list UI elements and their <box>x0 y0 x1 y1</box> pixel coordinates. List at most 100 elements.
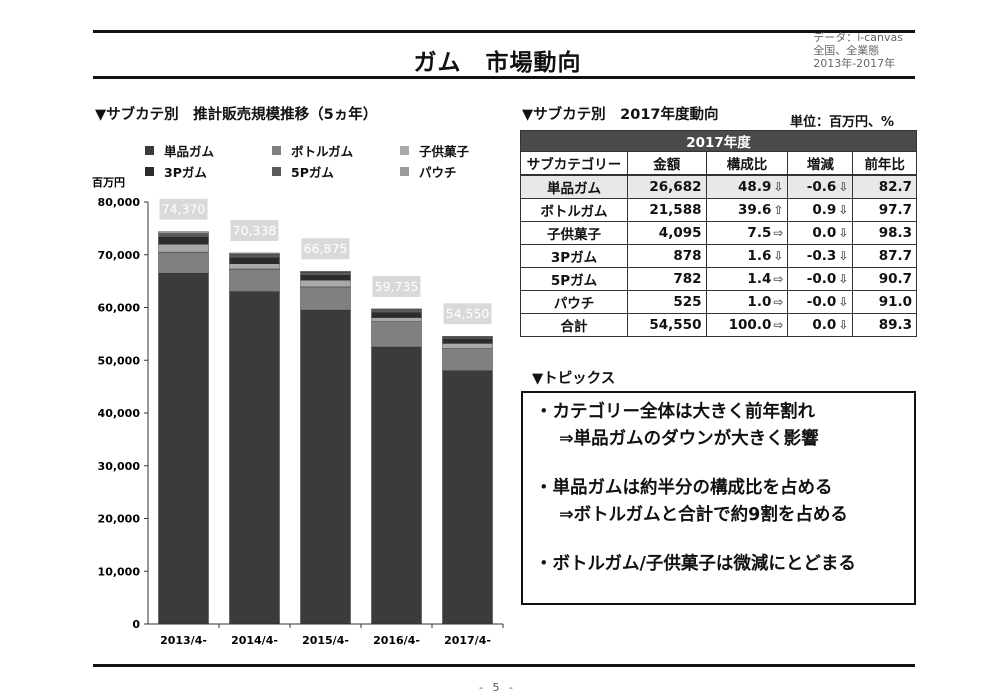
cell-diff-value: 0.0 <box>812 317 837 333</box>
header-yoy: 前年比 <box>852 151 917 176</box>
share-trend-arrow-icon: ⇨ <box>773 295 784 309</box>
x-tick-label: 2016/4- <box>373 634 420 647</box>
topics-box: ・カテゴリー全体は大きく前年割れ ⇒単品ガムのダウンが大きく影響 ・単品ガムは約… <box>521 391 916 605</box>
legend-item-kids: 子供菓子 <box>400 141 469 160</box>
legend-item-single: 単品ガム <box>145 141 214 160</box>
cell-yoy: 91.0 <box>852 290 917 314</box>
bar-segment <box>300 275 351 281</box>
cell-subcategory: ボトルガム <box>520 198 628 222</box>
cell-diff: 0.9 ⇩ <box>787 198 854 222</box>
top-rule <box>93 30 915 33</box>
cell-share-value: 1.6 <box>747 248 772 264</box>
total-data-label: 66,875 <box>304 241 348 256</box>
bar-segment <box>371 309 422 313</box>
legend-swatch <box>145 167 154 176</box>
cell-yoy: 82.7 <box>852 174 917 199</box>
data-source-line: データ：i-canvas <box>813 31 903 44</box>
table-row: 5Pガム 782 1.4 ⇨ -0.0 ⇩ 90.7 <box>520 267 917 291</box>
legend-label: ボトルガム <box>291 144 354 159</box>
bar-segment <box>442 343 493 349</box>
total-data-label: 74,370 <box>162 202 206 217</box>
cell-amount: 54,550 <box>627 313 707 337</box>
cell-yoy: 90.7 <box>852 267 917 291</box>
bar-segment <box>158 231 209 234</box>
x-tick-label: 2015/4- <box>302 634 349 647</box>
cell-share-value: 7.5 <box>747 225 772 241</box>
bar-segment <box>229 263 280 270</box>
total-label-box <box>372 275 421 297</box>
share-trend-arrow-icon: ⇨ <box>773 272 784 286</box>
bar-segment <box>158 243 209 253</box>
table-row: パウチ 525 1.0 ⇨ -0.0 ⇩ 91.0 <box>520 290 917 314</box>
header-share: 構成比 <box>705 151 789 176</box>
bar-segment <box>442 336 493 338</box>
header-subcategory: サブカテゴリー <box>520 151 628 176</box>
cell-diff-value: 0.0 <box>812 225 837 241</box>
x-tick-label: 2014/4- <box>231 634 278 647</box>
cell-share-value: 39.6 <box>738 202 772 218</box>
y-tick-label: 80,000 <box>98 196 141 209</box>
diff-trend-arrow-icon: ⇩ <box>838 318 849 332</box>
y-tick-label: 60,000 <box>98 302 141 315</box>
y-tick-label: 20,000 <box>98 513 141 526</box>
bar-segment <box>442 336 493 340</box>
cell-subcategory: 合計 <box>520 313 628 337</box>
topic-line: ・単品ガムは約半分の構成比を占める <box>535 478 833 498</box>
legend-label: 子供菓子 <box>419 144 470 159</box>
total-data-label: 70,338 <box>233 223 277 238</box>
diff-trend-arrow-icon: ⇩ <box>838 272 849 286</box>
header-diff: 増減 <box>787 151 854 176</box>
total-data-label: 54,550 <box>446 306 490 321</box>
cell-diff: -0.6 ⇩ <box>787 174 854 199</box>
cell-yoy: 87.7 <box>852 244 917 268</box>
cell-share: 39.6 ⇧ <box>705 198 789 222</box>
bar-segment <box>229 291 280 625</box>
header-amount: 金額 <box>627 151 707 176</box>
legend-label: 単品ガム <box>164 144 215 159</box>
legend-swatch <box>400 167 409 176</box>
diff-trend-arrow-icon: ⇩ <box>838 295 849 309</box>
topic-line: ⇒単品ガムのダウンが大きく影響 <box>559 429 819 449</box>
cell-yoy: 97.7 <box>852 198 917 222</box>
cell-diff: 0.0 ⇩ <box>787 221 854 245</box>
data-period-line: 2013年-2017年 <box>813 57 896 70</box>
cell-yoy: 98.3 <box>852 221 917 245</box>
cell-share: 1.0 ⇨ <box>705 290 789 314</box>
legend-label: 3Pガム <box>164 165 207 180</box>
cell-amount: 878 <box>627 244 707 268</box>
bar-segment <box>442 370 493 625</box>
bar-segment <box>442 338 493 344</box>
share-trend-arrow-icon: ⇩ <box>773 180 784 194</box>
bar-segment <box>229 257 280 264</box>
bar-segment <box>371 346 422 625</box>
page-title: ガム 市場動向 <box>413 50 582 76</box>
topics-title: ▼トピックス <box>532 371 616 387</box>
diff-trend-arrow-icon: ⇩ <box>838 203 849 217</box>
bar-segment <box>300 286 351 311</box>
subcategory-table: 2017年度 サブカテゴリー 金額 構成比 増減 前年比 単品ガム 26,682 4… <box>520 130 917 337</box>
legend-swatch <box>272 167 281 176</box>
diff-trend-arrow-icon: ⇩ <box>838 180 849 194</box>
total-label-box <box>443 303 492 325</box>
bar-segment <box>229 254 280 259</box>
cell-share: 1.4 ⇨ <box>705 267 789 291</box>
share-trend-arrow-icon: ⇨ <box>773 318 784 332</box>
cell-share-value: 100.0 <box>728 317 772 333</box>
legend-item-3p: 3Pガム <box>145 162 207 181</box>
diff-trend-arrow-icon: ⇩ <box>838 226 849 240</box>
bar-segment <box>158 237 209 245</box>
table-caption: 2017年度 <box>520 130 917 152</box>
legend-swatch <box>145 146 154 155</box>
cell-amount: 4,095 <box>627 221 707 245</box>
share-trend-arrow-icon: ⇨ <box>773 226 784 240</box>
total-label-box <box>230 219 279 241</box>
unit-label: 単位：百万円、% <box>790 115 895 130</box>
x-tick-label: 2013/4- <box>160 634 207 647</box>
table-header-row: サブカテゴリー 金額 構成比 増減 前年比 <box>520 151 917 176</box>
data-scope-line: 全国、全業態 <box>813 44 880 57</box>
bar-segment <box>371 312 422 318</box>
topic-line: ・ボトルガム/子供菓子は微減にとどまる <box>535 554 856 574</box>
cell-diff: -0.0 ⇩ <box>787 267 854 291</box>
cell-share: 48.9 ⇩ <box>705 174 789 199</box>
topic-line: ⇒ボトルガムと合計で約9割を占める <box>559 505 848 525</box>
